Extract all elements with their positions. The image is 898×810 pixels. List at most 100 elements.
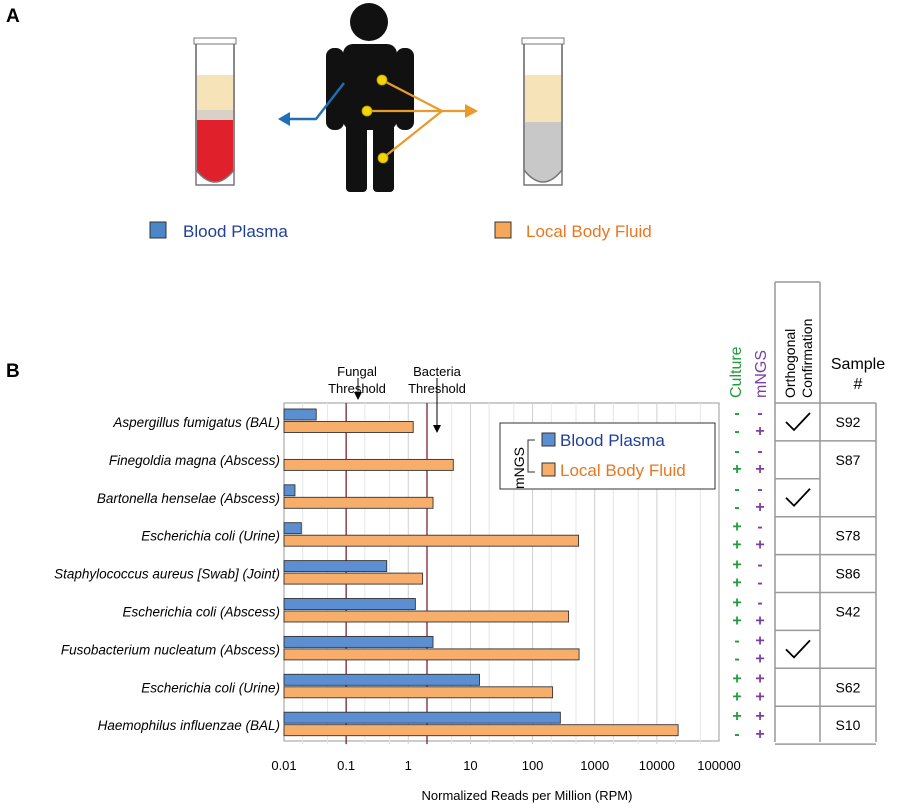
mngs-mark: - bbox=[757, 557, 762, 574]
culture-mark: - bbox=[734, 726, 739, 743]
sample-labels: S92 S87 S78 S86 S42 S62 S10 bbox=[836, 414, 861, 733]
fungal-threshold-label: Fungal Threshold bbox=[328, 364, 386, 396]
culture-mark: - bbox=[734, 632, 739, 649]
culture-mark: + bbox=[732, 688, 741, 705]
culture-mark: - bbox=[734, 405, 739, 422]
mngs-mark: - bbox=[757, 405, 762, 422]
culture-mark: - bbox=[734, 650, 739, 667]
body-fluid-tube-illustration bbox=[521, 37, 565, 186]
check-icon bbox=[785, 639, 811, 659]
x-tick-label: 0.01 bbox=[271, 758, 296, 773]
x-tick-label: 100000 bbox=[697, 758, 740, 773]
row-label: Escherichia coli (Abscess) bbox=[122, 605, 280, 620]
row-label: Aspergillus fumigatus (BAL) bbox=[112, 415, 280, 430]
blood-tube-illustration bbox=[193, 37, 237, 186]
mngs-mark: + bbox=[755, 499, 764, 516]
inset-blood-label: Blood Plasma bbox=[560, 431, 665, 450]
culture-mark: - bbox=[734, 481, 739, 498]
row-label: Fusobacterium nucleatum (Abscess) bbox=[61, 642, 280, 657]
row-label: Haemophilus influenzae (BAL) bbox=[98, 718, 280, 733]
culture-mark: - bbox=[734, 423, 739, 440]
sample-label: S10 bbox=[836, 717, 861, 733]
mngs-mark: + bbox=[755, 423, 764, 440]
sampling-site-dots bbox=[361, 74, 389, 164]
row-label: Escherichia coli (Urine) bbox=[141, 529, 280, 544]
mngs-mark: - bbox=[757, 595, 762, 612]
mngs-mark: + bbox=[755, 670, 764, 687]
x-tick-label: 1 bbox=[405, 758, 412, 773]
bar bbox=[283, 408, 317, 421]
human-body-icon bbox=[326, 3, 414, 192]
bar bbox=[283, 496, 434, 509]
culture-mark: - bbox=[734, 499, 739, 516]
inset-swatch-fluid bbox=[541, 462, 556, 477]
body-fluid-arrows bbox=[367, 79, 478, 159]
sample-label: S42 bbox=[836, 604, 861, 620]
sample-label: S87 bbox=[836, 452, 861, 468]
inset-swatch-blood bbox=[541, 432, 556, 447]
mngs-mark: + bbox=[755, 632, 764, 649]
mngs-mark: - bbox=[757, 575, 762, 592]
row-label: Bartonella henselae (Abscess) bbox=[97, 491, 280, 506]
culture-mark: + bbox=[732, 595, 741, 612]
bar bbox=[283, 421, 414, 433]
bar bbox=[283, 572, 424, 585]
culture-mark: + bbox=[732, 557, 741, 574]
row-labels: Aspergillus fumigatus (BAL) Finegoldia ma… bbox=[54, 415, 280, 733]
culture-mark: + bbox=[732, 519, 741, 536]
fungal-threshold-arrowhead bbox=[354, 392, 362, 400]
inset-legend-group-label: mNGS bbox=[511, 447, 527, 489]
mngs-mark: - bbox=[757, 519, 762, 536]
legend-a-blood-label: Blood Plasma bbox=[183, 222, 288, 241]
culture-mark: + bbox=[732, 461, 741, 478]
orthogonal-column-header: OrthogonalConfirmation bbox=[782, 319, 815, 398]
sample-label: S78 bbox=[836, 528, 861, 544]
inset-legend: mNGS Blood Plasma Local Body Fluid bbox=[499, 422, 716, 490]
bar bbox=[283, 560, 388, 573]
bar bbox=[283, 673, 480, 686]
row-label: Escherichia coli (Urine) bbox=[141, 680, 280, 695]
x-axis-title: Normalized Reads per Million (RPM) bbox=[422, 788, 633, 803]
bar bbox=[283, 711, 561, 724]
blood-draw-arrow bbox=[278, 82, 345, 126]
x-tick-label: 0.1 bbox=[337, 758, 355, 773]
panel-a-label: A bbox=[6, 6, 20, 27]
culture-mark: + bbox=[732, 537, 741, 554]
bar bbox=[283, 648, 580, 661]
x-tick-label: 10 bbox=[463, 758, 477, 773]
row-label: Finegoldia magna (Abscess) bbox=[109, 453, 280, 468]
x-tick-label: 10000 bbox=[639, 758, 675, 773]
mngs-mark: - bbox=[757, 481, 762, 498]
legend-a-swatch-fluid bbox=[494, 221, 512, 239]
x-tick-label: 1000 bbox=[580, 758, 609, 773]
inset-fluid-label: Local Body Fluid bbox=[560, 461, 686, 480]
bacteria-threshold-arrowhead bbox=[433, 425, 441, 433]
bar bbox=[283, 610, 570, 623]
mngs-mark: + bbox=[755, 613, 764, 630]
bars bbox=[283, 408, 679, 737]
bar bbox=[283, 686, 554, 699]
mngs-column-header: mNGS bbox=[753, 350, 770, 398]
mngs-mark: + bbox=[755, 537, 764, 554]
bar bbox=[283, 534, 580, 547]
x-tick-label: 100 bbox=[522, 758, 544, 773]
sample-label: S62 bbox=[836, 679, 861, 695]
bar bbox=[283, 635, 434, 648]
mngs-mark: + bbox=[755, 650, 764, 667]
mngs-mark: + bbox=[755, 461, 764, 478]
mngs-mark: - bbox=[757, 443, 762, 460]
bar bbox=[283, 724, 679, 737]
mngs-mark: + bbox=[755, 726, 764, 743]
table-row-lines bbox=[775, 440, 876, 745]
bar bbox=[283, 522, 302, 535]
mngs-mark: + bbox=[755, 688, 764, 705]
culture-marks: ---+--++++++--+++- bbox=[732, 405, 741, 743]
panel-b-label: B bbox=[6, 361, 20, 382]
culture-mark: - bbox=[734, 443, 739, 460]
check-icon bbox=[785, 412, 811, 432]
legend-a-fluid-label: Local Body Fluid bbox=[526, 222, 652, 241]
culture-mark: + bbox=[732, 613, 741, 630]
bar bbox=[283, 484, 296, 497]
mngs-marks: -+-+-+-+---+++++++ bbox=[755, 405, 764, 743]
